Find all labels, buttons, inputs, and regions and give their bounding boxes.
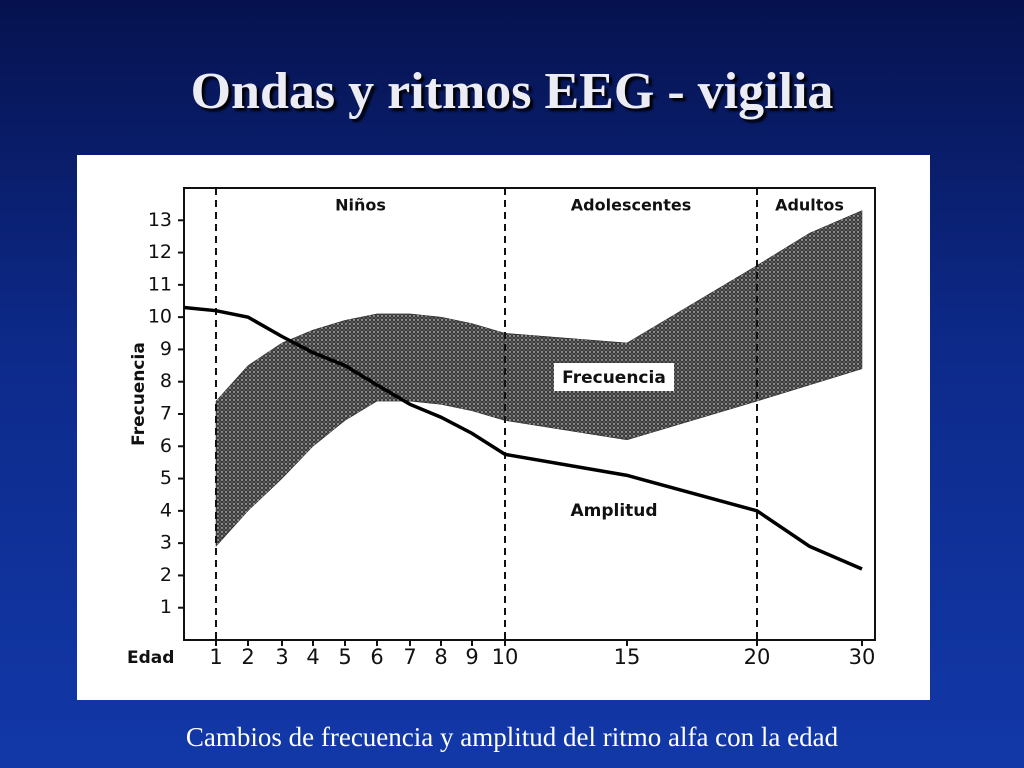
slide-title: Ondas y ritmos EEG - vigilia bbox=[190, 63, 834, 120]
y-tick-label: 11 bbox=[148, 273, 172, 295]
chart: Niños Adolescentes Adultos Frecuencia Amplit… bbox=[77, 155, 930, 700]
series-label: Amplitud bbox=[570, 501, 657, 521]
region-label: Adolescentes bbox=[571, 196, 691, 215]
y-tick-label: 4 bbox=[160, 499, 172, 521]
x-tick-label: 8 bbox=[434, 645, 447, 669]
region-label: Niños bbox=[335, 196, 386, 215]
x-axis-label: Edad bbox=[127, 648, 174, 668]
y-tick-label: 1 bbox=[160, 596, 172, 618]
x-tick-label: 30 bbox=[849, 645, 876, 669]
x-tick-label: 5 bbox=[338, 645, 351, 669]
y-tick-label: 2 bbox=[160, 564, 172, 586]
x-tick-label: 3 bbox=[275, 645, 288, 669]
caption: Cambios de frecuencia y amplitud del rit… bbox=[185, 722, 839, 752]
y-tick-label: 7 bbox=[160, 403, 172, 425]
chart-background bbox=[77, 155, 930, 700]
x-tick-label: 6 bbox=[370, 645, 383, 669]
y-axis-label: Frecuencia bbox=[129, 342, 149, 446]
label-box bbox=[554, 363, 674, 391]
x-tick-label: 15 bbox=[614, 645, 641, 669]
region-label: Adultos bbox=[775, 196, 844, 215]
y-tick-label: 13 bbox=[148, 209, 172, 231]
x-tick-label: 20 bbox=[744, 645, 771, 669]
y-tick-label: 10 bbox=[148, 306, 172, 328]
amplitude-line bbox=[183, 305, 863, 571]
series-label: Frecuencia bbox=[562, 368, 666, 388]
x-tick-label: 2 bbox=[241, 645, 254, 669]
x-tick-label: 4 bbox=[306, 645, 319, 669]
y-tick-label: 6 bbox=[160, 435, 172, 457]
x-tick-label: 7 bbox=[403, 645, 416, 669]
y-tick-label: 5 bbox=[160, 467, 172, 489]
x-tick-label: 9 bbox=[465, 645, 478, 669]
frequency-band bbox=[215, 210, 863, 548]
x-tick-label: 10 bbox=[492, 645, 519, 669]
y-tick-label: 8 bbox=[160, 370, 172, 392]
x-tick-label: 1 bbox=[209, 645, 222, 669]
y-tick-label: 9 bbox=[160, 338, 172, 360]
y-tick-label: 12 bbox=[148, 241, 172, 263]
y-tick-label: 3 bbox=[160, 532, 172, 554]
